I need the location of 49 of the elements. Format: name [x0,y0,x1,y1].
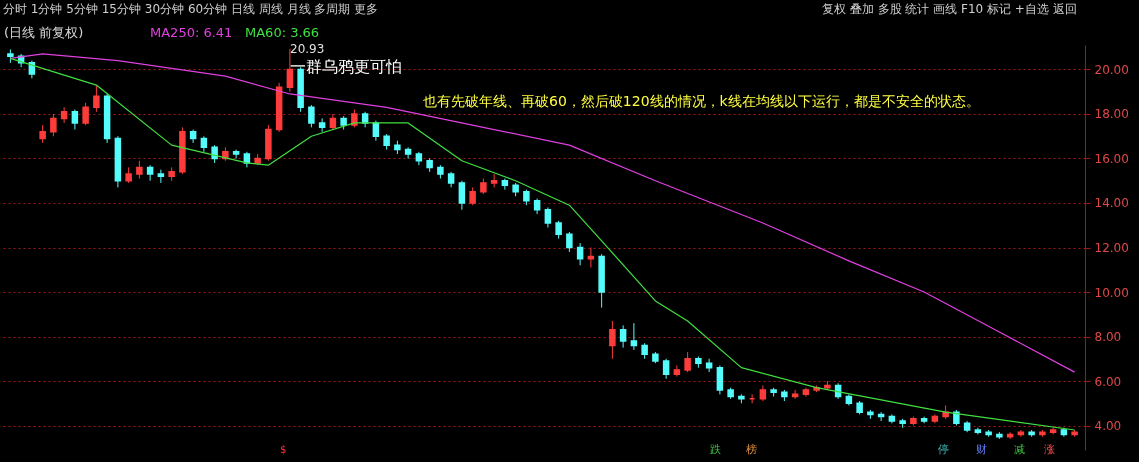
candlestick [619,324,627,349]
candlestick [82,102,89,126]
text: 复权 叠加 多股 统计 画线 F10 标记 +自选 返回 [822,2,1077,16]
annotation: 一群乌鸦更可怕 [290,57,402,76]
candlestick [146,164,154,182]
candlestick [308,104,315,128]
text: 分时 1分钟 5分钟 15分钟 30分钟 60分钟 日线 周线 月线 多周期 更多 [3,2,379,16]
candlestick [318,117,326,133]
candlestick [705,358,713,373]
y-tick-label: 14.00 [1094,196,1129,211]
y-tick-label: 12.00 [1094,241,1129,255]
candlestick [609,320,616,360]
y-tick-label: 6.00 [1094,374,1122,389]
y-tick-label: 4.00 [1094,419,1122,434]
candlestick [662,358,670,380]
candlestick [157,169,165,184]
annotation: 涨 [1044,443,1055,456]
chart-title: (日线 前复权) [4,25,84,40]
annotation: 跌 [710,443,721,456]
annotation: 减 [1014,443,1025,456]
y-tick-label: 20.00 [1094,62,1129,77]
annotation: $ [280,444,287,455]
candlestick [458,180,466,211]
candlestick [93,84,100,113]
candlestick [490,173,498,188]
candlestick [576,242,584,266]
candlestick [673,364,681,378]
candlestick [60,106,68,124]
candlestick [544,206,552,228]
y-tick-label: 16.00 [1094,151,1129,166]
line-series [9,53,1076,373]
candlestick [566,231,573,253]
text: MA60: 3.66 [245,25,320,40]
annotation: 停 [938,443,949,456]
y-tick-label: 18.00 [1094,107,1129,122]
candlestick [716,364,724,395]
annotation: 也有先破年线、再破60，然后破120线的情况，k线在均线以下运行，都是不安全的状态。 [423,93,980,109]
candlestick [630,322,638,351]
candlestick [71,109,79,131]
annotation: 20.93 [290,42,325,56]
annotation: 榜 [746,443,757,456]
y-tick-label: 8.00 [1094,330,1122,345]
candlestick [404,146,412,159]
candlestick [501,178,509,191]
series-label: MA250: 6.41 [150,25,233,40]
annotation: 财 [976,443,987,456]
candlestick [684,351,691,373]
y-tick-label: 10.00 [1094,285,1129,300]
candlestick [50,113,57,137]
